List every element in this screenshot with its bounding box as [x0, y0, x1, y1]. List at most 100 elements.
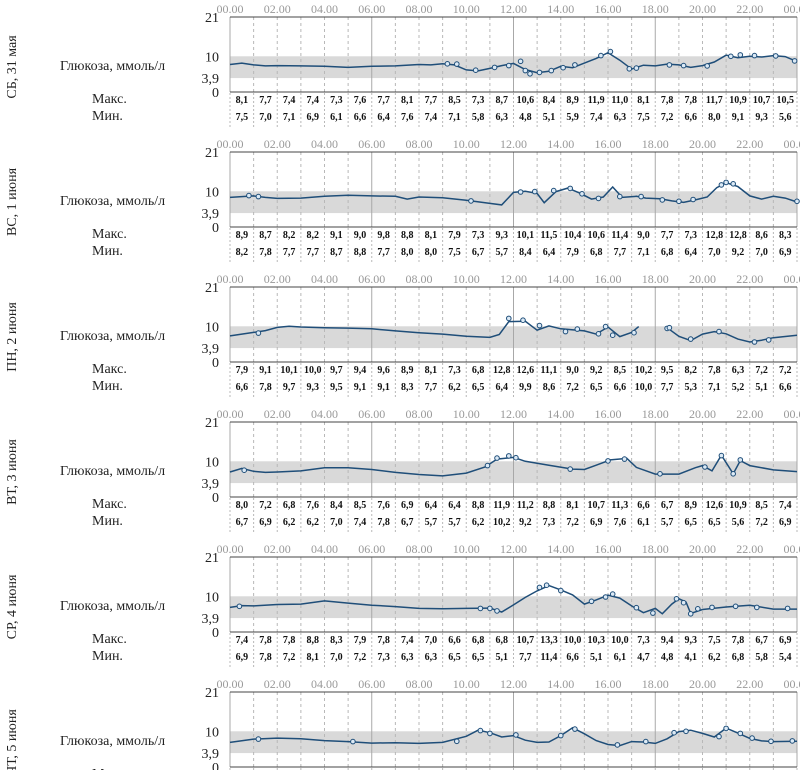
- min-value: 5,7: [448, 517, 461, 528]
- x-tick-label: 22.00: [736, 542, 763, 556]
- min-value: 7,1: [637, 247, 650, 258]
- x-tick-label: 12.00: [500, 272, 527, 286]
- min-value: 6,4: [495, 382, 508, 393]
- max-value: 6,9: [401, 500, 414, 511]
- max-value: 8,3: [330, 635, 343, 646]
- min-value: 7,5: [637, 112, 650, 123]
- glucose-point: [657, 471, 663, 477]
- x-tick-label: 22.00: [736, 272, 763, 286]
- x-tick-label: 12.00: [500, 677, 527, 691]
- max-value: 11,5: [540, 230, 557, 241]
- glucose-point: [789, 738, 796, 744]
- glucose-line: [666, 327, 798, 343]
- min-value: 8,0: [708, 112, 721, 123]
- min-value: 5,8: [472, 112, 485, 123]
- y-tick-label: 0: [212, 356, 219, 371]
- min-row-label: Мин.: [92, 649, 123, 664]
- glucose-point: [772, 53, 779, 59]
- max-value: 8,7: [495, 95, 508, 106]
- glucose-point: [494, 455, 500, 461]
- max-value: 10,4: [564, 230, 582, 241]
- max-value: 7,4: [401, 635, 414, 646]
- max-value: 8,2: [283, 230, 296, 241]
- glucose-point: [702, 464, 708, 470]
- max-value: 7,0: [425, 635, 438, 646]
- max-value: 7,8: [732, 635, 745, 646]
- min-value: 7,5: [236, 112, 249, 123]
- glucose-point: [791, 58, 798, 64]
- glucose-point: [605, 458, 611, 464]
- glucose-point: [536, 584, 543, 591]
- glucose-point: [680, 599, 687, 606]
- min-value: 7,6: [401, 112, 414, 123]
- max-value: 9,4: [354, 365, 367, 376]
- glucose-point: [506, 315, 512, 322]
- max-value: 8,9: [566, 95, 579, 106]
- glucose-point: [671, 729, 677, 736]
- glucose-point: [527, 71, 533, 77]
- x-tick-label: 00.00: [217, 272, 244, 286]
- x-tick-label: 10.00: [453, 137, 480, 151]
- glucose-point: [676, 198, 682, 205]
- glucose-point: [794, 198, 800, 205]
- min-value: 5,3: [684, 382, 697, 393]
- glucose-point: [572, 62, 578, 68]
- glucose-point: [595, 331, 602, 337]
- x-tick-label: 00.00: [217, 542, 244, 556]
- max-value: 9,5: [661, 365, 674, 376]
- glucose-point: [255, 736, 262, 742]
- min-value: 9,1: [354, 382, 367, 393]
- y-tick-label: 21: [205, 146, 219, 161]
- y-tick-label: 21: [205, 551, 219, 566]
- max-value: 9,6: [377, 365, 390, 376]
- max-value: 11,0: [611, 95, 628, 106]
- glucose-point: [709, 604, 715, 611]
- max-value: 11,2: [517, 500, 534, 511]
- x-tick-label: 00.00: [784, 542, 800, 556]
- min-value: 7,4: [425, 112, 438, 123]
- max-value: 8,1: [401, 95, 414, 106]
- max-value: 10,9: [729, 500, 747, 511]
- glucose-point: [617, 193, 623, 200]
- y-axis-label: Глюкоза, ммоль/л: [60, 194, 165, 209]
- glucose-point: [687, 611, 694, 617]
- min-value: 7,0: [330, 652, 343, 663]
- x-tick-label: 04.00: [311, 272, 338, 286]
- y-tick-label: 10: [205, 320, 219, 335]
- min-value: 6,3: [425, 652, 438, 663]
- max-value: 7,3: [330, 95, 343, 106]
- min-value: 6,7: [236, 517, 249, 528]
- max-value: 6,9: [779, 635, 792, 646]
- min-value: 6,9: [306, 112, 319, 123]
- x-tick-label: 08.00: [406, 137, 433, 151]
- min-value: 6,5: [590, 382, 603, 393]
- min-value: 7,0: [708, 247, 721, 258]
- glucose-point: [614, 742, 621, 748]
- glucose-point: [737, 52, 744, 58]
- x-tick-label: 00.00: [784, 2, 800, 16]
- glucose-point: [491, 64, 498, 71]
- min-value: 6,8: [590, 247, 603, 258]
- max-value: 8,1: [236, 95, 249, 106]
- max-value: 10,5: [776, 95, 794, 106]
- max-value: 11,7: [706, 95, 723, 106]
- min-value: 7,8: [259, 247, 272, 258]
- min-value: 6,3: [401, 652, 414, 663]
- max-value: 12,8: [493, 365, 511, 376]
- min-row-label: Мин.: [92, 244, 123, 259]
- min-value: 6,1: [330, 112, 343, 123]
- x-tick-label: 18.00: [642, 272, 669, 286]
- max-value: 8,2: [684, 365, 697, 376]
- min-value: 6,4: [377, 112, 390, 123]
- x-tick-label: 16.00: [595, 2, 622, 16]
- min-value: 9,2: [519, 517, 532, 528]
- y-axis-label: Глюкоза, ммоль/л: [60, 734, 165, 749]
- min-value: 8,3: [401, 382, 414, 393]
- min-value: 5,8: [755, 652, 768, 663]
- x-tick-label: 12.00: [500, 542, 527, 556]
- x-tick-label: 00.00: [217, 407, 244, 421]
- x-tick-label: 08.00: [406, 2, 433, 16]
- min-value: 4,1: [684, 652, 697, 663]
- max-value: 6,8: [495, 635, 508, 646]
- glucose-point: [673, 596, 680, 602]
